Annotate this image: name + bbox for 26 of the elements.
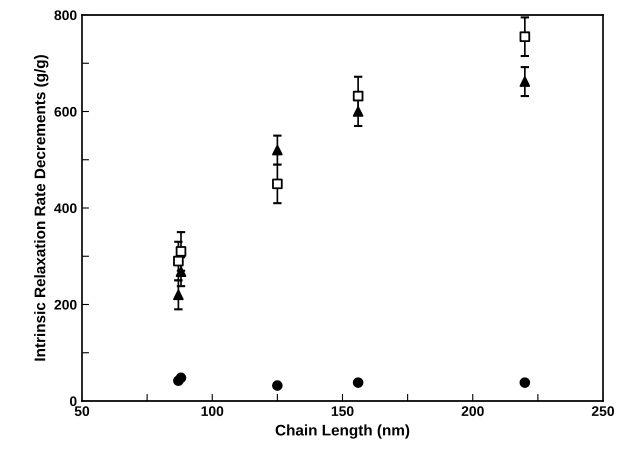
point bbox=[520, 31, 530, 42]
y-tick-label: 400 bbox=[54, 203, 77, 214]
point bbox=[173, 256, 184, 266]
point bbox=[176, 246, 186, 257]
point bbox=[352, 106, 364, 117]
point bbox=[272, 380, 283, 391]
y-tick-label: 200 bbox=[54, 300, 77, 310]
point bbox=[176, 372, 186, 384]
y-tick-label: 600 bbox=[54, 106, 77, 117]
point bbox=[520, 377, 530, 388]
x-tick-label: 50 bbox=[74, 406, 90, 416]
y-tick-label: 0 bbox=[70, 396, 77, 406]
point bbox=[272, 178, 283, 190]
point bbox=[352, 90, 364, 102]
y-tick-label: 800 bbox=[54, 10, 77, 20]
x-tick-label: 100 bbox=[202, 406, 224, 416]
point bbox=[176, 266, 186, 277]
point bbox=[520, 76, 530, 87]
point bbox=[173, 290, 184, 300]
point bbox=[352, 377, 364, 388]
x-tick-label: 250 bbox=[592, 406, 614, 416]
x-tick-label: 200 bbox=[462, 406, 484, 416]
y-axis-title: Intrinsic Relaxation Rate Decrements (g/g) bbox=[34, 55, 48, 361]
x-tick-label: 150 bbox=[332, 406, 354, 416]
x-axis-title: Chain Length (nm) bbox=[276, 424, 410, 439]
point bbox=[272, 144, 283, 156]
